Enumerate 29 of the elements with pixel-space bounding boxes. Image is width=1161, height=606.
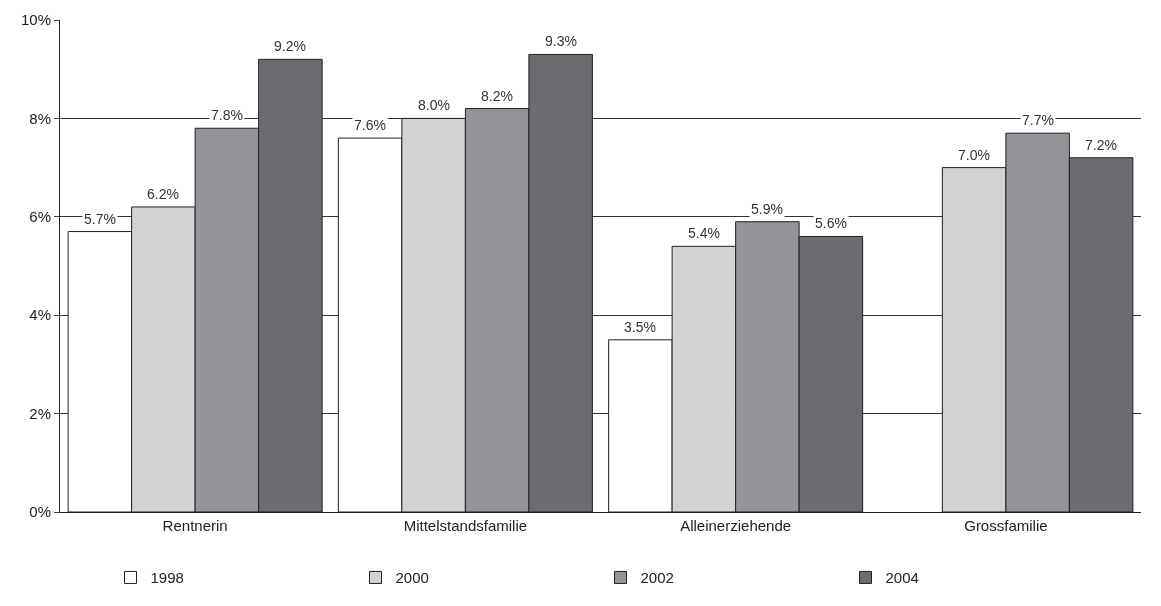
- y-tick-label: 10%: [20, 11, 51, 29]
- data-label: 9.2%: [274, 38, 306, 54]
- data-label: 8.0%: [418, 97, 450, 113]
- legend-label: 2002: [640, 569, 674, 587]
- legend-label: 2004: [885, 569, 919, 587]
- y-tick-label: 0%: [29, 503, 51, 521]
- y-tick-label: 8%: [29, 109, 51, 127]
- data-label: 5.4%: [688, 225, 720, 241]
- data-label: 7.7%: [1022, 112, 1054, 128]
- data-label: 5.6%: [815, 215, 847, 231]
- y-tick-label: 4%: [29, 306, 51, 324]
- data-label: 9.3%: [545, 33, 577, 49]
- legend-label: 1998: [150, 569, 184, 587]
- legend-label: 2000: [395, 569, 429, 587]
- x-tick-label: Rentnerin: [162, 517, 228, 534]
- data-label: 3.5%: [624, 319, 656, 335]
- x-tick-label: Alleinerziehende: [680, 517, 792, 534]
- data-label: 7.2%: [1085, 137, 1117, 153]
- y-tick-label: 2%: [29, 404, 51, 422]
- data-label: 7.6%: [354, 117, 386, 133]
- data-label: 5.7%: [84, 211, 116, 227]
- data-label: 5.9%: [751, 201, 783, 217]
- data-label: 7.8%: [211, 107, 243, 123]
- data-label: 6.2%: [147, 186, 179, 202]
- y-tick-label: 6%: [29, 208, 51, 226]
- data-label: 7.0%: [958, 147, 990, 163]
- data-label: 8.2%: [481, 88, 513, 104]
- x-tick-label: Grossfamilie: [964, 517, 1048, 534]
- x-tick-label: Mittelstandsfamilie: [403, 517, 528, 534]
